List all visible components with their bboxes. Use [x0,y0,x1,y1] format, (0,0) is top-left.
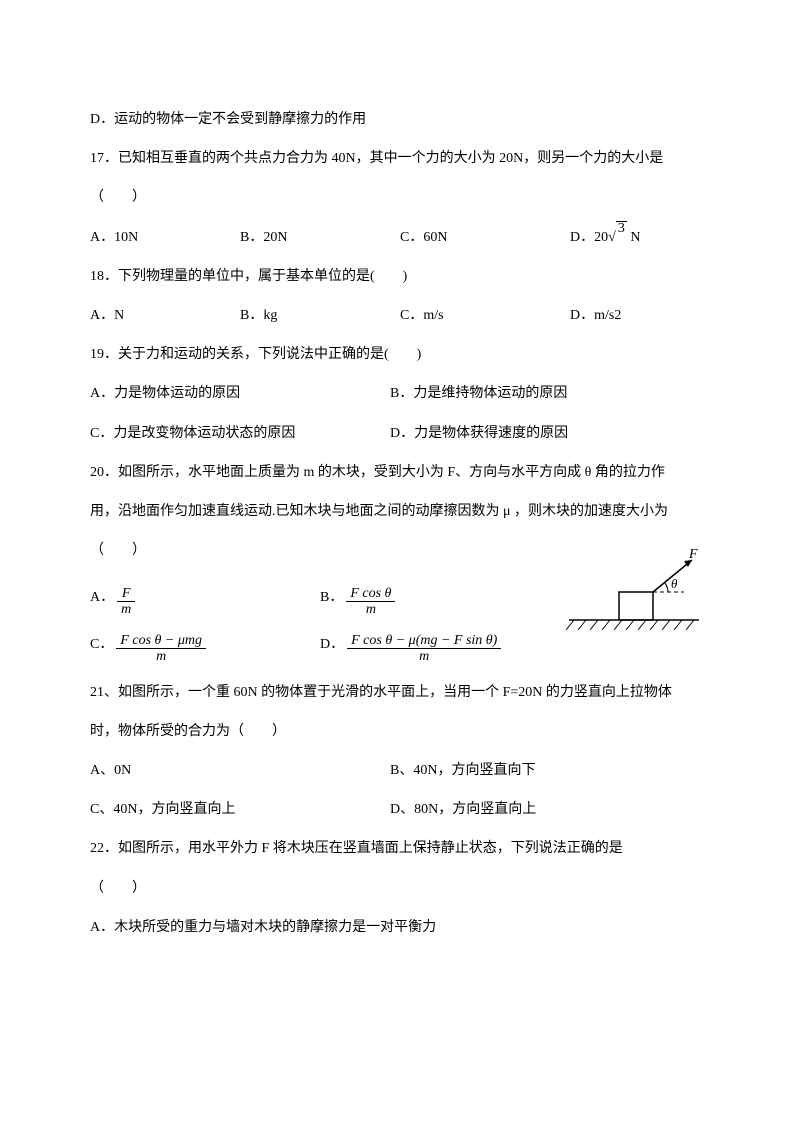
q17-d-rad: 3 [616,221,627,236]
q20-b-num: F cos θ [346,586,395,602]
q19-options-2: C．力是改变物体运动状态的原因 D．力是物体获得速度的原因 [90,414,704,453]
q21-stem-2: 时，物体所受的合力为（ ） [90,712,704,751]
q20-c-den: m [116,649,206,664]
q19-a: A．力是物体运动的原因 [90,374,390,413]
q21-options-1: A、0N B、40N，方向竖直向下 [90,751,704,790]
q17-d-suffix: N [627,230,641,245]
radical-icon: √ [608,218,616,257]
q17-a: A．10N [90,218,240,257]
q20-a-num: F [117,586,135,602]
q16-option-d: D．运动的物体一定不会受到静摩擦力的作用 [90,100,704,139]
q22-stem-2: （ ） [90,869,704,908]
q20-block: 20．如图所示，水平地面上质量为 m 的木块，受到大小为 F、方向与水平方向成 … [90,453,704,665]
q17-options: A．10N B．20N C．60N D．20√3 N [90,218,704,257]
q20-stem-1: 20．如图所示，水平地面上质量为 m 的木块，受到大小为 F、方向与水平方向成 … [90,453,704,492]
q20-b-den: m [346,602,395,617]
q17-c: C．60N [400,218,570,257]
q17-b: B．20N [240,218,400,257]
q21-c: C、40N，方向竖直向上 [90,790,390,829]
theta-label: θ [671,576,678,591]
q18-a: A．N [90,296,240,335]
q19-b: B．力是维持物体运动的原因 [390,374,704,413]
q17-d-prefix: D．20 [570,230,608,245]
force-label: F [688,548,698,562]
q20-c: C． F cos θ − μmg m [90,625,320,664]
fraction-icon: F cos θ m [346,586,395,618]
q20-a-den: m [117,602,135,617]
q22-stem-1: 22．如图所示，用水平外力 F 将木块压在竖直墙面上保持静止状态，下列说法正确的… [90,829,704,868]
q20-c-num: F cos θ − μmg [116,633,206,649]
fraction-icon: F m [117,586,135,618]
q22-a: A．木块所受的重力与墙对木块的静摩擦力是一对平衡力 [90,908,704,947]
q18-d: D．m/s2 [570,296,704,335]
q19-stem: 19．关于力和运动的关系，下列说法中正确的是( ) [90,335,704,374]
q20-a-label: A． [90,578,114,617]
q21-stem-1: 21、如图所示，一个重 60N 的物体置于光滑的水平面上，当用一个 F=20N … [90,673,704,712]
q20-b-label: B． [320,578,343,617]
q20-a: A． F m [90,578,320,617]
q20-d: D． F cos θ − μ(mg − F sin θ) m [320,625,590,664]
q18-stem: 18．下列物理量的单位中，属于基本单位的是( ) [90,257,704,296]
block-force-diagram-icon: θ F [564,548,704,638]
q21-a: A、0N [90,751,390,790]
q20-stem-2: 用，沿地面作匀加速直线运动.已知木块与地面之间的动摩擦因数为 μ ，则木块的加速… [90,492,704,531]
q17-stem-2: （ ） [90,178,704,217]
q19-d: D．力是物体获得速度的原因 [390,414,704,453]
q19-options-1: A．力是物体运动的原因 B．力是维持物体运动的原因 [90,374,704,413]
q19-c: C．力是改变物体运动状态的原因 [90,414,390,453]
q20-c-label: C． [90,625,113,664]
q18-b: B．kg [240,296,400,335]
q17-d: D．20√3 N [570,218,704,257]
q17-stem-1: 17．已知相互垂直的两个共点力合力为 40N，其中一个力的大小为 20N，则另一… [90,139,704,178]
fraction-icon: F cos θ − μ(mg − F sin θ) m [347,633,501,665]
q20-d-num: F cos θ − μ(mg − F sin θ) [347,633,501,649]
q20-d-den: m [347,649,501,664]
q18-options: A．N B．kg C．m/s D．m/s2 [90,296,704,335]
q21-b: B、40N，方向竖直向下 [390,751,704,790]
exam-page: D．运动的物体一定不会受到静摩擦力的作用 17．已知相互垂直的两个共点力合力为 … [0,0,794,1007]
q18-c: C．m/s [400,296,570,335]
q20-d-label: D． [320,625,344,664]
q20-b: B． F cos θ m [320,578,590,617]
q21-d: D、80N，方向竖直向上 [390,790,704,829]
q21-options-2: C、40N，方向竖直向上 D、80N，方向竖直向上 [90,790,704,829]
fraction-icon: F cos θ − μmg m [116,633,206,665]
